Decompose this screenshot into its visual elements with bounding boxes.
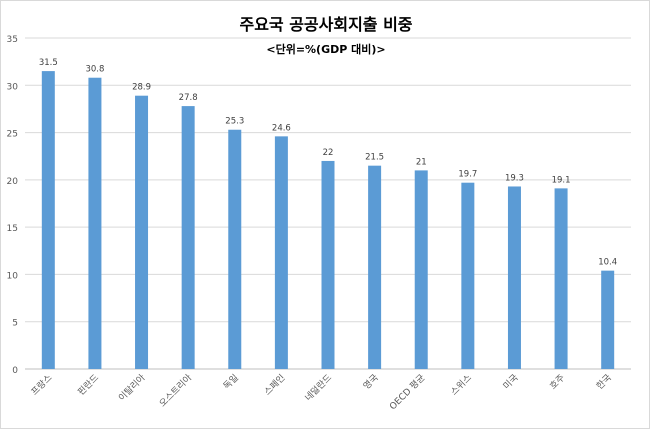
y-tick-label: 15 xyxy=(7,224,18,234)
x-tick-label: 한국 xyxy=(594,372,613,391)
bar xyxy=(228,129,242,369)
x-tick-label: 호주 xyxy=(548,372,567,391)
data-label: 22 xyxy=(323,148,334,158)
x-tick-label: 오스트리아 xyxy=(157,372,195,410)
x-tick-label: 영국 xyxy=(361,372,380,391)
bar xyxy=(135,95,149,369)
x-tick-label: 이탈리아 xyxy=(116,372,148,404)
y-tick-label: 30 xyxy=(7,82,19,92)
bar xyxy=(41,71,55,369)
data-label: 21 xyxy=(416,157,427,167)
y-tick-label: 35 xyxy=(7,35,18,45)
x-tick-label: 네덜란드 xyxy=(302,372,334,404)
bar xyxy=(368,165,382,369)
y-tick-label: 10 xyxy=(7,271,19,281)
data-label: 19.7 xyxy=(458,170,477,180)
bar xyxy=(181,106,195,369)
data-label: 28.9 xyxy=(132,83,151,93)
y-tick-label: 0 xyxy=(12,366,18,376)
data-label: 30.8 xyxy=(85,65,104,75)
x-tick-label: 핀란드 xyxy=(75,372,101,398)
y-tick-label: 20 xyxy=(7,177,19,187)
bar xyxy=(461,182,475,369)
x-tick-label: 미국 xyxy=(501,372,520,391)
data-label: 31.5 xyxy=(39,58,58,68)
bar xyxy=(321,160,335,369)
y-tick-label: 5 xyxy=(12,319,18,329)
x-tick-label: 스위스 xyxy=(449,372,474,397)
bar xyxy=(88,77,102,369)
chart-title: 주요국 공공사회지출 비중 xyxy=(239,15,413,34)
bar xyxy=(554,188,568,369)
data-label: 19.3 xyxy=(505,173,524,183)
bar xyxy=(414,170,428,369)
y-tick-label: 25 xyxy=(7,130,18,140)
x-tick-label: OECD 평균 xyxy=(387,372,427,412)
bar xyxy=(274,136,288,369)
x-tick-label: 스페인 xyxy=(262,372,287,397)
data-label: 24.6 xyxy=(272,123,291,133)
data-label: 19.1 xyxy=(552,175,571,185)
bar xyxy=(507,186,521,369)
x-tick-label: 독일 xyxy=(221,372,240,391)
data-label: 27.8 xyxy=(179,93,198,103)
x-tick-label: 프랑스 xyxy=(28,372,54,398)
data-label: 25.3 xyxy=(225,117,244,127)
data-label: 21.5 xyxy=(365,153,384,163)
bar xyxy=(601,270,615,369)
data-label: 10.4 xyxy=(598,258,617,268)
chart-subtitle: <단위=%(GDP 대비)> xyxy=(266,43,386,56)
